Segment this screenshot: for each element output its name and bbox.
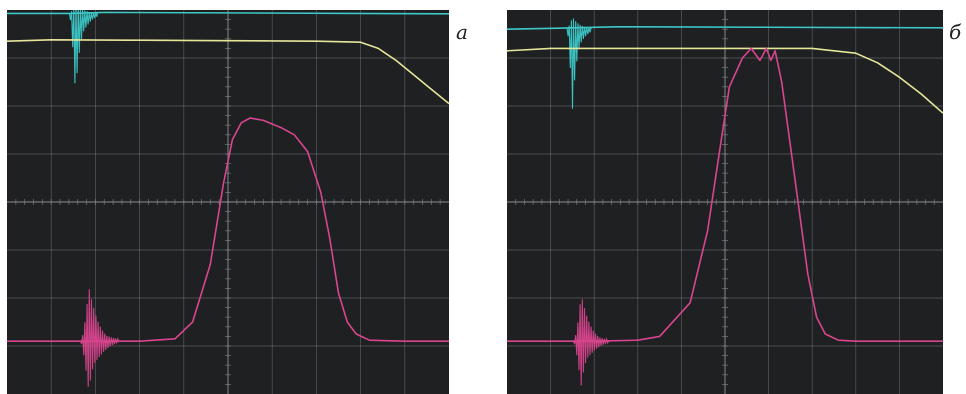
panel-label-a: a [456, 20, 468, 44]
burst-oscillation-1 [68, 10, 98, 84]
burst-oscillation-1 [566, 18, 593, 109]
trace-line-2 [7, 39, 449, 105]
trace-line-3 [507, 47, 943, 342]
oscilloscope-panel-b [507, 10, 943, 394]
trace-line-2 [507, 47, 943, 114]
graticule [7, 10, 449, 394]
graticule [507, 10, 943, 394]
oscillogram-b [507, 10, 943, 394]
oscillogram-a [7, 10, 449, 394]
burst-oscillation-4 [572, 299, 610, 386]
oscilloscope-panel-a [7, 10, 449, 394]
trace-line-0 [507, 26, 943, 30]
trace-line-3 [7, 117, 449, 342]
burst-oscillation-4 [79, 289, 120, 387]
panel-label-b: б [949, 20, 962, 44]
